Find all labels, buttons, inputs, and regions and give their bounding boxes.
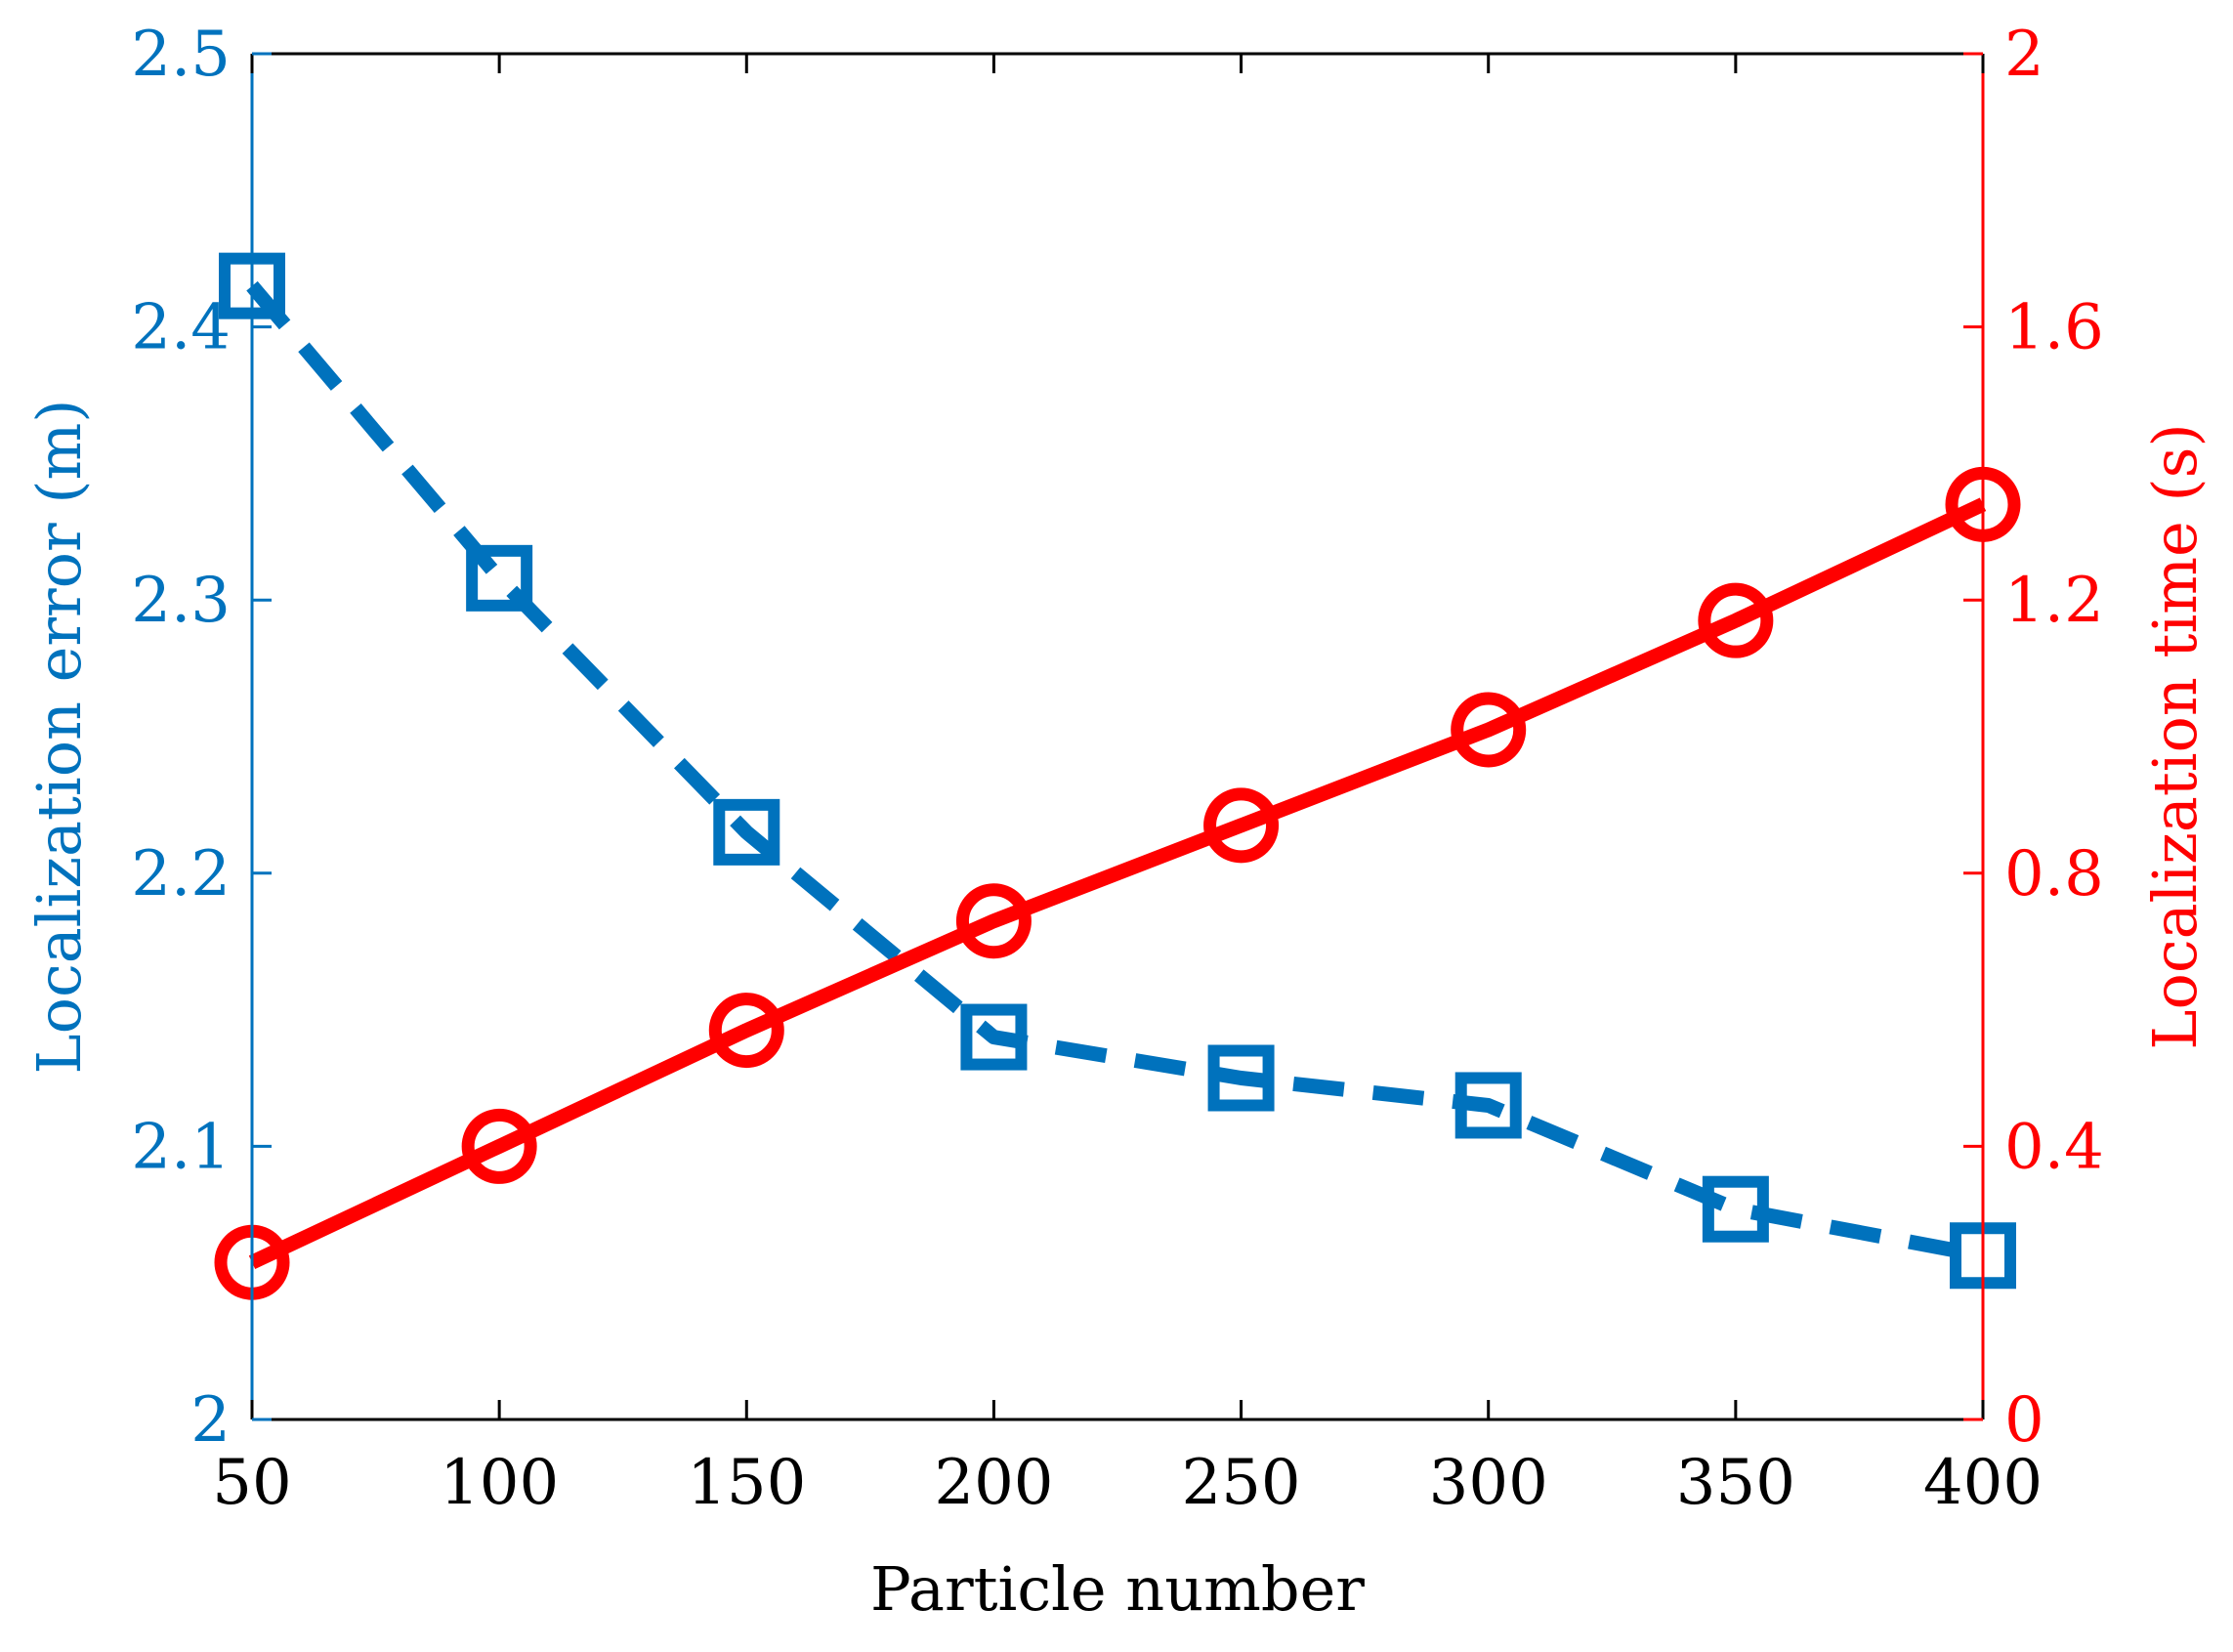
data-point-circle [1451, 692, 1527, 768]
series-layer [214, 252, 2021, 1300]
series-left [219, 252, 2016, 1290]
right-y-tick-label: 0.8 [2004, 838, 2104, 911]
data-point-square [1207, 1044, 1275, 1112]
data-point-circle [461, 1108, 537, 1184]
x-tick-label: 200 [934, 1447, 1053, 1519]
left-y-tick-label: 2.3 [131, 565, 231, 637]
x-tick-label: 50 [212, 1447, 291, 1519]
data-point-square [466, 544, 533, 612]
data-point-circle [1698, 582, 1774, 658]
x-tick-label: 100 [440, 1447, 559, 1519]
right-y-tick-label: 1.6 [2004, 292, 2104, 364]
x-tick-label: 400 [1923, 1447, 2043, 1519]
data-point-circle [955, 883, 1032, 959]
x-axis-title: Particle number [870, 1553, 1365, 1625]
left-y-tick-label: 2.2 [131, 838, 231, 911]
data-point-square [1702, 1175, 1769, 1243]
left-y-tick-label: 2.1 [131, 1111, 231, 1183]
labels-layer: Particle number Localization error (m) L… [23, 400, 2211, 1626]
left-y-tick-label: 2 [190, 1384, 231, 1457]
right-y-tick-label: 1.2 [2004, 565, 2104, 637]
series-line-right [248, 497, 1987, 1269]
axes-layer: 50 100 150 200 250 300 350 400 2 2.1 2.2 2.3 2.4 2.5 0… [131, 19, 2104, 1519]
x-tick-label: 350 [1676, 1447, 1795, 1519]
left-y-tick-label: 2.5 [131, 19, 231, 91]
right-y-tick-label: 2 [2004, 19, 2044, 91]
x-tick-label: 150 [687, 1447, 806, 1519]
series-line-left [246, 280, 1985, 1263]
data-point-circle [708, 993, 784, 1069]
data-point-square [713, 798, 780, 866]
x-tick-label: 250 [1181, 1447, 1300, 1519]
left-axis-title: Localization error (m) [23, 400, 95, 1075]
data-point-square [960, 1003, 1028, 1071]
data-point-square [1454, 1072, 1522, 1139]
right-y-tick-label: 0 [2004, 1384, 2044, 1457]
series-right [214, 466, 2021, 1300]
x-tick-label: 300 [1429, 1447, 1548, 1519]
right-y-tick-label: 0.4 [2004, 1111, 2104, 1183]
data-point-circle [1203, 787, 1280, 864]
right-axis-title: Localization time (s) [2139, 423, 2211, 1049]
left-y-tick-label: 2.4 [131, 292, 231, 364]
